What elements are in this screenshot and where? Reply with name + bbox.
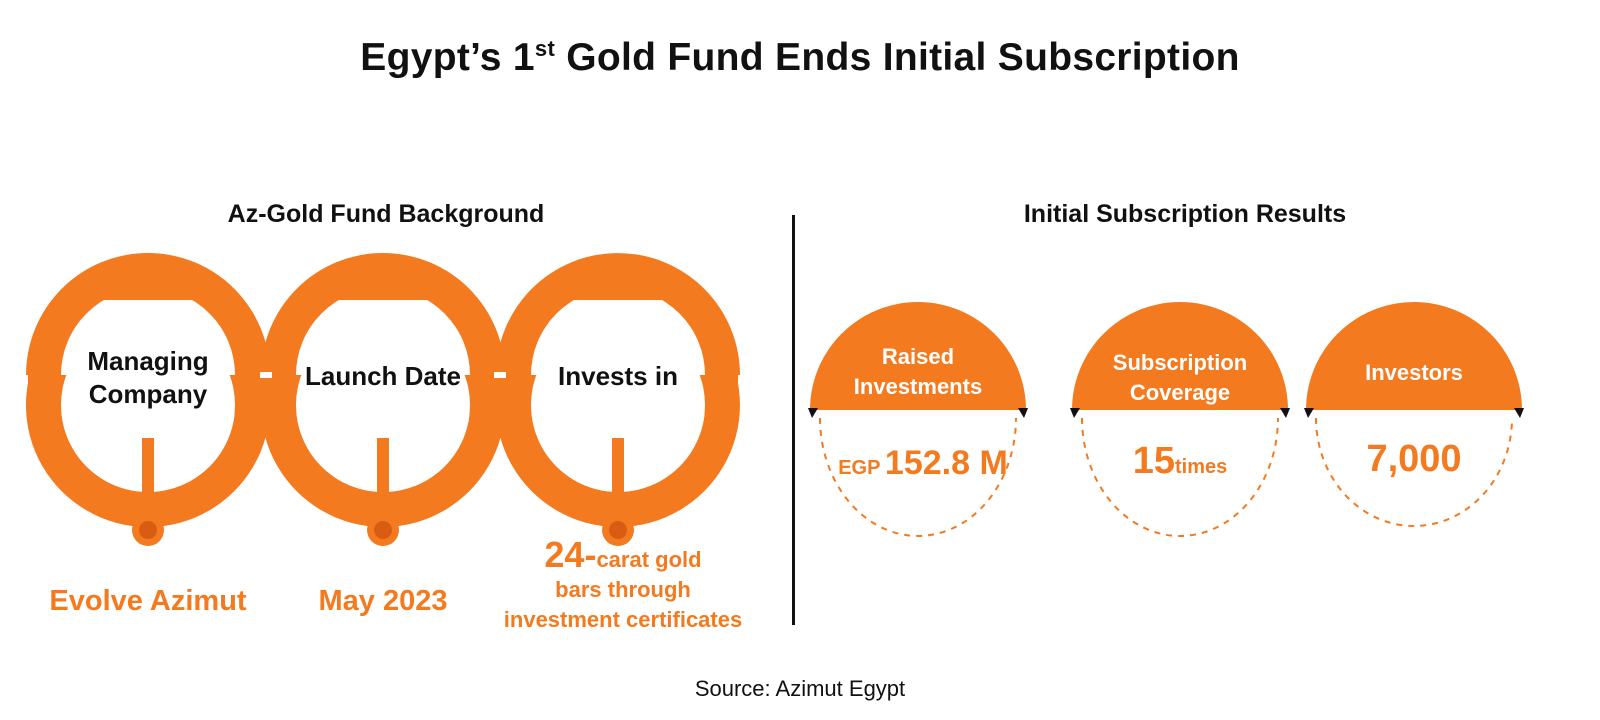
investors-dashed-ring	[1315, 417, 1513, 527]
invests-in-label: Invests in	[558, 361, 678, 391]
subscription-results-graphic	[808, 302, 1524, 537]
investors-value: 7,000	[1366, 438, 1462, 480]
launch-date-label: Launch Date	[304, 361, 462, 391]
title-rest: Gold Fund Ends Initial Subscription	[555, 36, 1240, 79]
managing-company-value: Evolve Azimut	[49, 585, 247, 617]
subscription-coverage-header: Subscription Coverage	[1112, 350, 1248, 405]
source-note: Source: Azimut Egypt	[694, 676, 906, 701]
raised-investments-header-shape	[810, 302, 1026, 410]
launch-date-value: May 2023	[318, 585, 448, 617]
raised-investments-header: Raised Investments	[853, 344, 983, 399]
investors-header: Investors	[1365, 360, 1463, 385]
page-title: Egypt’s 1st Gold Fund Ends Initial Subsc…	[0, 36, 1600, 80]
subscription-coverage-dashed-ring	[1081, 417, 1279, 537]
results-section-heading: Initial Subscription Results	[1023, 200, 1347, 228]
title-superscript: st	[534, 36, 556, 61]
investors-header-shape	[1306, 302, 1522, 410]
managing-company-label: Managing Company	[87, 346, 209, 409]
fund-background-graphic	[25, 253, 740, 546]
title-main: Egypt’s 1	[360, 36, 535, 79]
subscription-coverage-header-shape	[1072, 302, 1288, 410]
invests-in-value: 24-carat gold bars through investment ce…	[503, 534, 743, 633]
raised-investments-dashed-ring	[819, 417, 1017, 537]
background-section-heading: Az-Gold Fund Background	[227, 200, 545, 228]
section-divider	[792, 215, 795, 625]
timeline-markers	[132, 438, 634, 546]
subscription-coverage-value: 15times	[1132, 440, 1228, 482]
raised-investments-value: EGP 152.8 M	[838, 444, 1008, 482]
